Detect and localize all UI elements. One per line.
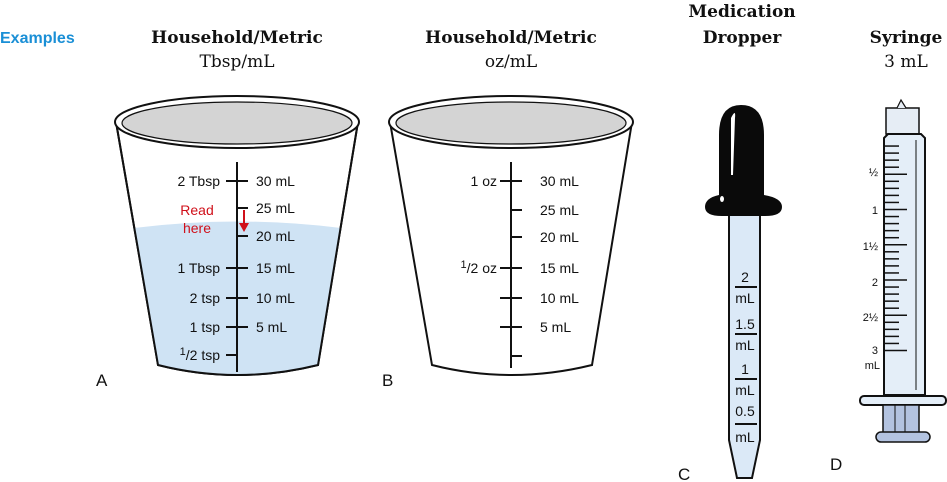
- panel-d-title: Syringe: [870, 28, 943, 48]
- label-half-tsp: 1/2 tsp: [180, 346, 221, 363]
- panel-a-title: Household/Metric: [151, 28, 323, 48]
- label-2-tsp: 2 tsp: [190, 290, 221, 306]
- panel-d-syringe: Syringe 3 mL ½ 1 1½ 2 2½ 3 mL D: [830, 28, 947, 474]
- syringe-barrel: [883, 133, 926, 396]
- syringe-scale: [884, 145, 907, 352]
- syringe-flange: [859, 395, 947, 406]
- label-15-ml: 15 mL: [256, 260, 295, 276]
- label-1-oz: 1 oz: [471, 173, 497, 189]
- label-25-ml: 25 mL: [256, 200, 295, 216]
- syringe-plunger: [882, 404, 920, 434]
- read-here-line1: Read: [180, 202, 213, 218]
- panel-c-title-line2: Dropper: [703, 28, 783, 48]
- label-half-oz: 1/2 oz: [461, 259, 497, 276]
- cup-a-scale: [226, 162, 248, 372]
- dropper-mark-1: 1: [741, 361, 749, 377]
- panel-c-medication-dropper: Medication Dropper 2 mL 1.5 mL 1 mL 0.5 …: [678, 2, 796, 482]
- dropper-unit: mL: [735, 290, 755, 306]
- cup-b-scale: [500, 162, 522, 368]
- syringe-label-2-half: 2½: [863, 312, 878, 324]
- label-20-ml: 20 mL: [256, 228, 295, 244]
- label-20-ml: 20 mL: [540, 229, 579, 245]
- syringe-tip: [885, 107, 920, 135]
- syringe-label-half: ½: [869, 167, 878, 179]
- label-30-ml: 30 mL: [540, 173, 579, 189]
- dropper-mark-0-5: 0.5: [735, 403, 755, 419]
- read-here-line2: here: [183, 220, 211, 236]
- examples-heading: Examples: [0, 30, 75, 47]
- panel-b-subtitle: oz/mL: [485, 52, 537, 72]
- panel-a-letter: A: [96, 371, 108, 390]
- panel-b-measuring-cup-oz: Household/Metric oz/mL 1 oz 1/2 oz 30 mL…: [382, 28, 634, 390]
- dropper-unit: mL: [735, 382, 755, 398]
- dropper-mark-1-5: 1.5: [735, 316, 755, 332]
- panel-a-subtitle: Tbsp/mL: [200, 52, 275, 72]
- dropper-bulb: [705, 105, 782, 216]
- label-15-ml: 15 mL: [540, 260, 579, 276]
- syringe-label-1-half: 1½: [863, 241, 878, 253]
- panel-c-title-line1: Medication: [688, 2, 795, 22]
- panel-a-measuring-cup-tbsp: Household/Metric Tbsp/mL 2 Tbsp 1 Tbsp 2…: [96, 28, 360, 390]
- label-2-tbsp: 2 Tbsp: [177, 173, 220, 189]
- label-30-ml: 30 mL: [256, 173, 295, 189]
- label-1-tbsp: 1 Tbsp: [177, 260, 220, 276]
- label-10-ml: 10 mL: [540, 290, 579, 306]
- panel-c-letter: C: [678, 465, 690, 482]
- label-25-ml: 25 mL: [540, 202, 579, 218]
- dropper-unit: mL: [735, 337, 755, 353]
- label-10-ml: 10 mL: [256, 290, 295, 306]
- syringe-label-2: 2: [872, 277, 878, 289]
- panel-b-letter: B: [382, 371, 393, 390]
- dropper-mark-2: 2: [741, 269, 749, 285]
- syringe-label-ml: mL: [865, 360, 880, 372]
- syringe-label-3: 3: [872, 345, 878, 357]
- dropper-unit: mL: [735, 429, 755, 445]
- panel-d-subtitle: 3 mL: [884, 52, 928, 72]
- read-here-arrow-icon: [239, 210, 249, 232]
- panel-d-letter: D: [830, 455, 842, 474]
- syringe-plunger-base: [875, 431, 931, 443]
- panel-b-title: Household/Metric: [425, 28, 597, 48]
- label-1-tsp: 1 tsp: [190, 319, 221, 335]
- syringe-label-1: 1: [872, 205, 878, 217]
- label-5-ml: 5 mL: [256, 319, 287, 335]
- label-5-ml: 5 mL: [540, 319, 571, 335]
